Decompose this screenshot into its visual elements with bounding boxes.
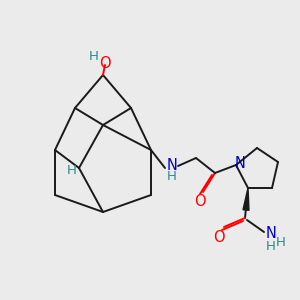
Text: O: O	[194, 194, 206, 209]
Text: H: H	[89, 50, 99, 62]
Text: H: H	[276, 236, 286, 250]
Polygon shape	[243, 188, 249, 210]
Text: H: H	[167, 170, 177, 184]
Text: N: N	[167, 158, 177, 173]
Text: N: N	[266, 226, 276, 242]
Text: H: H	[266, 239, 276, 253]
Text: O: O	[213, 230, 225, 245]
Text: H: H	[67, 164, 77, 176]
Text: O: O	[99, 56, 111, 70]
Text: N: N	[235, 155, 245, 170]
